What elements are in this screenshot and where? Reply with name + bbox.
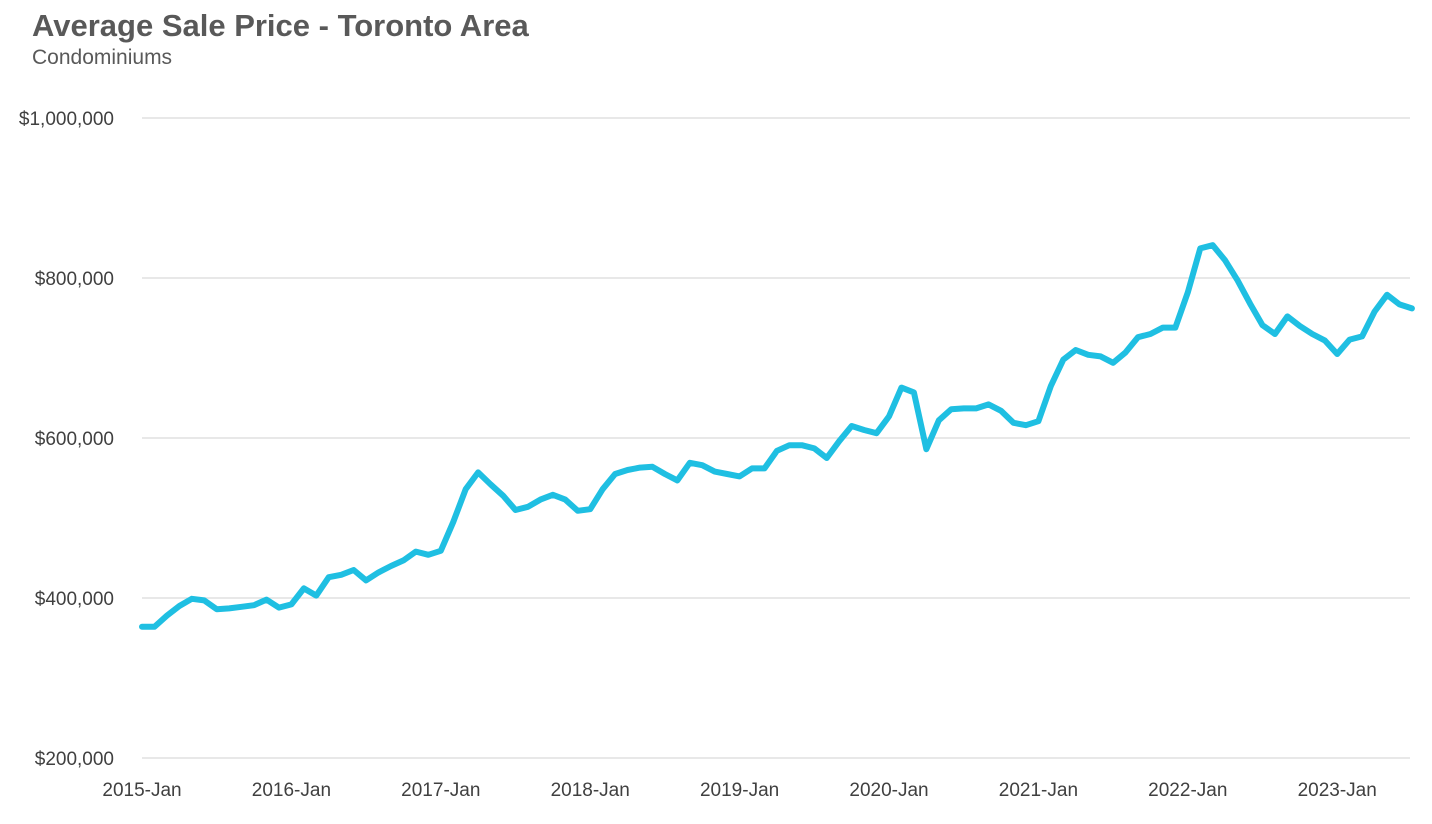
- x-axis-tick-labels: 2015-Jan 2016-Jan 2017-Jan 2018-Jan 2019-Jan…: [102, 780, 1376, 801]
- x-tick-label: 2018-Jan: [551, 780, 630, 801]
- y-axis-tick-labels: $200,000 $400,000 $600,000 $800,000 $1,000,0…: [19, 109, 114, 770]
- y-tick-label: $400,000: [35, 589, 114, 610]
- x-tick-label: 2016-Jan: [252, 780, 331, 801]
- chart-subtitle: Condominiums: [32, 46, 173, 69]
- x-tick-label: 2020-Jan: [849, 780, 928, 801]
- y-tick-label: $600,000: [35, 429, 114, 450]
- x-tick-label: 2023-Jan: [1298, 780, 1377, 801]
- y-tick-label: $200,000: [35, 749, 114, 770]
- series-layer: [139, 242, 1415, 630]
- y-tick-label: $1,000,000: [19, 109, 114, 130]
- x-tick-label: 2015-Jan: [102, 780, 181, 801]
- gridlines: [142, 117, 1410, 759]
- x-tick-label: 2021-Jan: [999, 780, 1078, 801]
- series-line-condominiums: [139, 242, 1415, 630]
- x-tick-label: 2022-Jan: [1148, 780, 1227, 801]
- chart-title: Average Sale Price - Toronto Area: [32, 8, 529, 43]
- y-tick-label: $800,000: [35, 269, 114, 290]
- x-tick-label: 2019-Jan: [700, 780, 779, 801]
- x-tick-label: 2017-Jan: [401, 780, 480, 801]
